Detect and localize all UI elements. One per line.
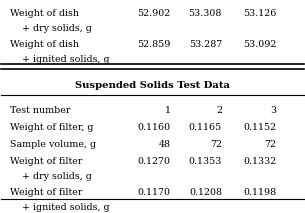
Text: Weight of filter: Weight of filter	[10, 157, 83, 166]
Text: 53.287: 53.287	[189, 40, 222, 49]
Text: 3: 3	[270, 106, 276, 115]
Text: 53.092: 53.092	[243, 40, 276, 49]
Text: 72: 72	[210, 140, 222, 149]
Text: Test number: Test number	[10, 106, 71, 115]
Text: 2: 2	[216, 106, 222, 115]
Text: 53.308: 53.308	[188, 9, 222, 18]
Text: + ignited solids, g: + ignited solids, g	[10, 203, 110, 212]
Text: 0.1270: 0.1270	[138, 157, 170, 166]
Text: Weight of filter: Weight of filter	[10, 188, 83, 197]
Text: 0.1152: 0.1152	[243, 123, 276, 132]
Text: 48: 48	[159, 140, 170, 149]
Text: Weight of dish: Weight of dish	[10, 40, 80, 49]
Text: 0.1198: 0.1198	[243, 188, 276, 197]
Text: 0.1165: 0.1165	[189, 123, 222, 132]
Text: 0.1170: 0.1170	[138, 188, 170, 197]
Text: 72: 72	[264, 140, 276, 149]
Text: Sample volume, g: Sample volume, g	[10, 140, 97, 149]
Text: 0.1353: 0.1353	[188, 157, 222, 166]
Text: 53.126: 53.126	[243, 9, 276, 18]
Text: 0.1160: 0.1160	[138, 123, 170, 132]
Text: + dry solids, g: + dry solids, g	[10, 172, 92, 181]
Text: Weight of dish: Weight of dish	[10, 9, 80, 18]
Text: 52.859: 52.859	[137, 40, 170, 49]
Text: Suspended Solids Test Data: Suspended Solids Test Data	[75, 81, 230, 89]
Text: + ignited solids, g: + ignited solids, g	[10, 56, 110, 65]
Text: 1: 1	[165, 106, 170, 115]
Text: Weight of filter, g: Weight of filter, g	[10, 123, 94, 132]
Text: 0.1332: 0.1332	[243, 157, 276, 166]
Text: 52.902: 52.902	[137, 9, 170, 18]
Text: 0.1208: 0.1208	[189, 188, 222, 197]
Text: + dry solids, g: + dry solids, g	[10, 24, 92, 33]
